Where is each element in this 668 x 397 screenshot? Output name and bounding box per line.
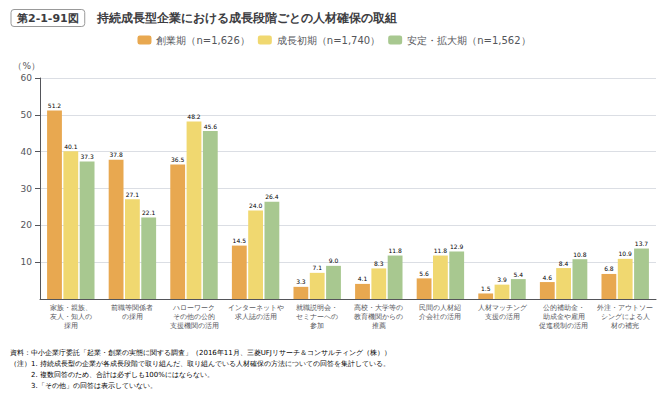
svg-text:6.8: 6.8 xyxy=(604,265,614,272)
svg-text:教育機関からの: 教育機関からの xyxy=(354,312,403,321)
svg-text:8.3: 8.3 xyxy=(374,260,384,267)
svg-text:人材マッチング: 人材マッチング xyxy=(478,304,528,312)
svg-text:5.4: 5.4 xyxy=(514,271,524,278)
svg-text:12.9: 12.9 xyxy=(450,243,464,250)
svg-text:材の補完: 材の補完 xyxy=(610,322,639,330)
svg-text:促進税制の活用: 促進税制の活用 xyxy=(539,322,588,330)
svg-text:37.3: 37.3 xyxy=(80,153,94,160)
svg-text:（%）: （%） xyxy=(13,61,40,71)
svg-text:3.9: 3.9 xyxy=(497,276,507,283)
svg-text:ハローワーク: ハローワーク xyxy=(172,304,215,312)
svg-text:前職等関係者: 前職等関係者 xyxy=(111,304,153,312)
svg-text:3.3: 3.3 xyxy=(296,278,306,285)
svg-text:45.6: 45.6 xyxy=(204,123,218,130)
svg-text:48.2: 48.2 xyxy=(187,113,201,120)
svg-text:60: 60 xyxy=(21,73,33,83)
svg-text:就職説明会・: 就職説明会・ xyxy=(296,304,338,312)
svg-text:13.7: 13.7 xyxy=(635,240,649,247)
svg-text:3.「その他」の回答は表示していない。: 3.「その他」の回答は表示していない。 xyxy=(10,382,157,390)
svg-text:の採用: の採用 xyxy=(122,313,143,321)
svg-text:その他の公的: その他の公的 xyxy=(173,313,215,321)
svg-text:求人誌の活用: 求人誌の活用 xyxy=(235,313,277,321)
svg-text:支援の活用: 支援の活用 xyxy=(485,313,520,321)
svg-text:介会社の活用: 介会社の活用 xyxy=(419,313,461,321)
svg-text:インターネットや: インターネットや xyxy=(228,304,284,312)
svg-text:7.1: 7.1 xyxy=(312,264,322,271)
svg-text:37.8: 37.8 xyxy=(109,151,123,158)
svg-text:27.1: 27.1 xyxy=(126,191,140,198)
svg-text:8.4: 8.4 xyxy=(559,260,569,267)
svg-text:創業期（n=1,626）: 創業期（n=1,626） xyxy=(156,35,249,46)
svg-text:セミナーへの: セミナーへの xyxy=(296,313,338,321)
svg-text:安定・拡大期（n=1,562）: 安定・拡大期（n=1,562） xyxy=(407,35,530,46)
svg-text:4.1: 4.1 xyxy=(358,275,368,282)
svg-text:高校・大学等の: 高校・大学等の xyxy=(354,304,403,312)
svg-text:参加: 参加 xyxy=(310,322,324,330)
svg-text:30: 30 xyxy=(21,184,33,194)
svg-text:シングによる人: シングによる人 xyxy=(601,313,650,321)
svg-text:4.6: 4.6 xyxy=(543,274,553,281)
svg-text:助成金や雇用: 助成金や雇用 xyxy=(543,313,585,321)
svg-text:採用: 採用 xyxy=(64,322,78,330)
svg-text:2. 複数回答のため、合計は必ずしも100%にはならない。: 2. 複数回答のため、合計は必ずしも100%にはならない。 xyxy=(10,371,214,379)
svg-text:11.8: 11.8 xyxy=(434,247,448,254)
svg-text:10.8: 10.8 xyxy=(573,251,587,258)
svg-text:外注・アウトソー: 外注・アウトソー xyxy=(597,304,653,312)
svg-text:公的補助金・: 公的補助金・ xyxy=(543,304,585,312)
svg-text:14.5: 14.5 xyxy=(233,237,247,244)
svg-text:民間の人材紹: 民間の人材紹 xyxy=(419,304,461,312)
svg-text:24.0: 24.0 xyxy=(249,202,263,209)
svg-text:51.2: 51.2 xyxy=(48,102,62,109)
svg-text:持続成長型企業における成長段階ごとの人材確保の取組: 持続成長型企業における成長段階ごとの人材確保の取組 xyxy=(96,11,397,25)
svg-text:50: 50 xyxy=(21,110,33,120)
svg-text:（注）1. 持続成長型の企業が各成長段階で取り組んだ、取り組: （注）1. 持続成長型の企業が各成長段階で取り組んだ、取り組んでいる人材確保の方… xyxy=(10,360,390,368)
svg-text:第2-1-91図: 第2-1-91図 xyxy=(16,12,79,25)
svg-text:友人・知人の: 友人・知人の xyxy=(50,313,92,321)
svg-text:40: 40 xyxy=(21,147,33,157)
svg-text:40.1: 40.1 xyxy=(64,143,78,150)
svg-text:支援機関の活用: 支援機関の活用 xyxy=(170,322,219,330)
svg-text:26.4: 26.4 xyxy=(265,193,279,200)
svg-text:成長初期（n=1,740）: 成長初期（n=1,740） xyxy=(277,35,380,46)
svg-text:9.0: 9.0 xyxy=(329,257,339,264)
svg-text:10: 10 xyxy=(21,257,33,267)
svg-text:推薦: 推薦 xyxy=(372,322,386,330)
svg-text:36.5: 36.5 xyxy=(171,156,185,163)
svg-text:1.5: 1.5 xyxy=(481,285,491,292)
svg-text:11.8: 11.8 xyxy=(388,247,402,254)
svg-text:22.1: 22.1 xyxy=(142,209,156,216)
svg-text:家族・親族、: 家族・親族、 xyxy=(50,304,92,312)
svg-text:5.6: 5.6 xyxy=(419,270,429,277)
svg-text:10.9: 10.9 xyxy=(619,250,633,257)
svg-text:20: 20 xyxy=(21,220,33,230)
svg-text:資料：中小企業庁委託「起業・創業の実態に関する調査」（201: 資料：中小企業庁委託「起業・創業の実態に関する調査」（2016年11月、三菱UF… xyxy=(10,349,391,357)
